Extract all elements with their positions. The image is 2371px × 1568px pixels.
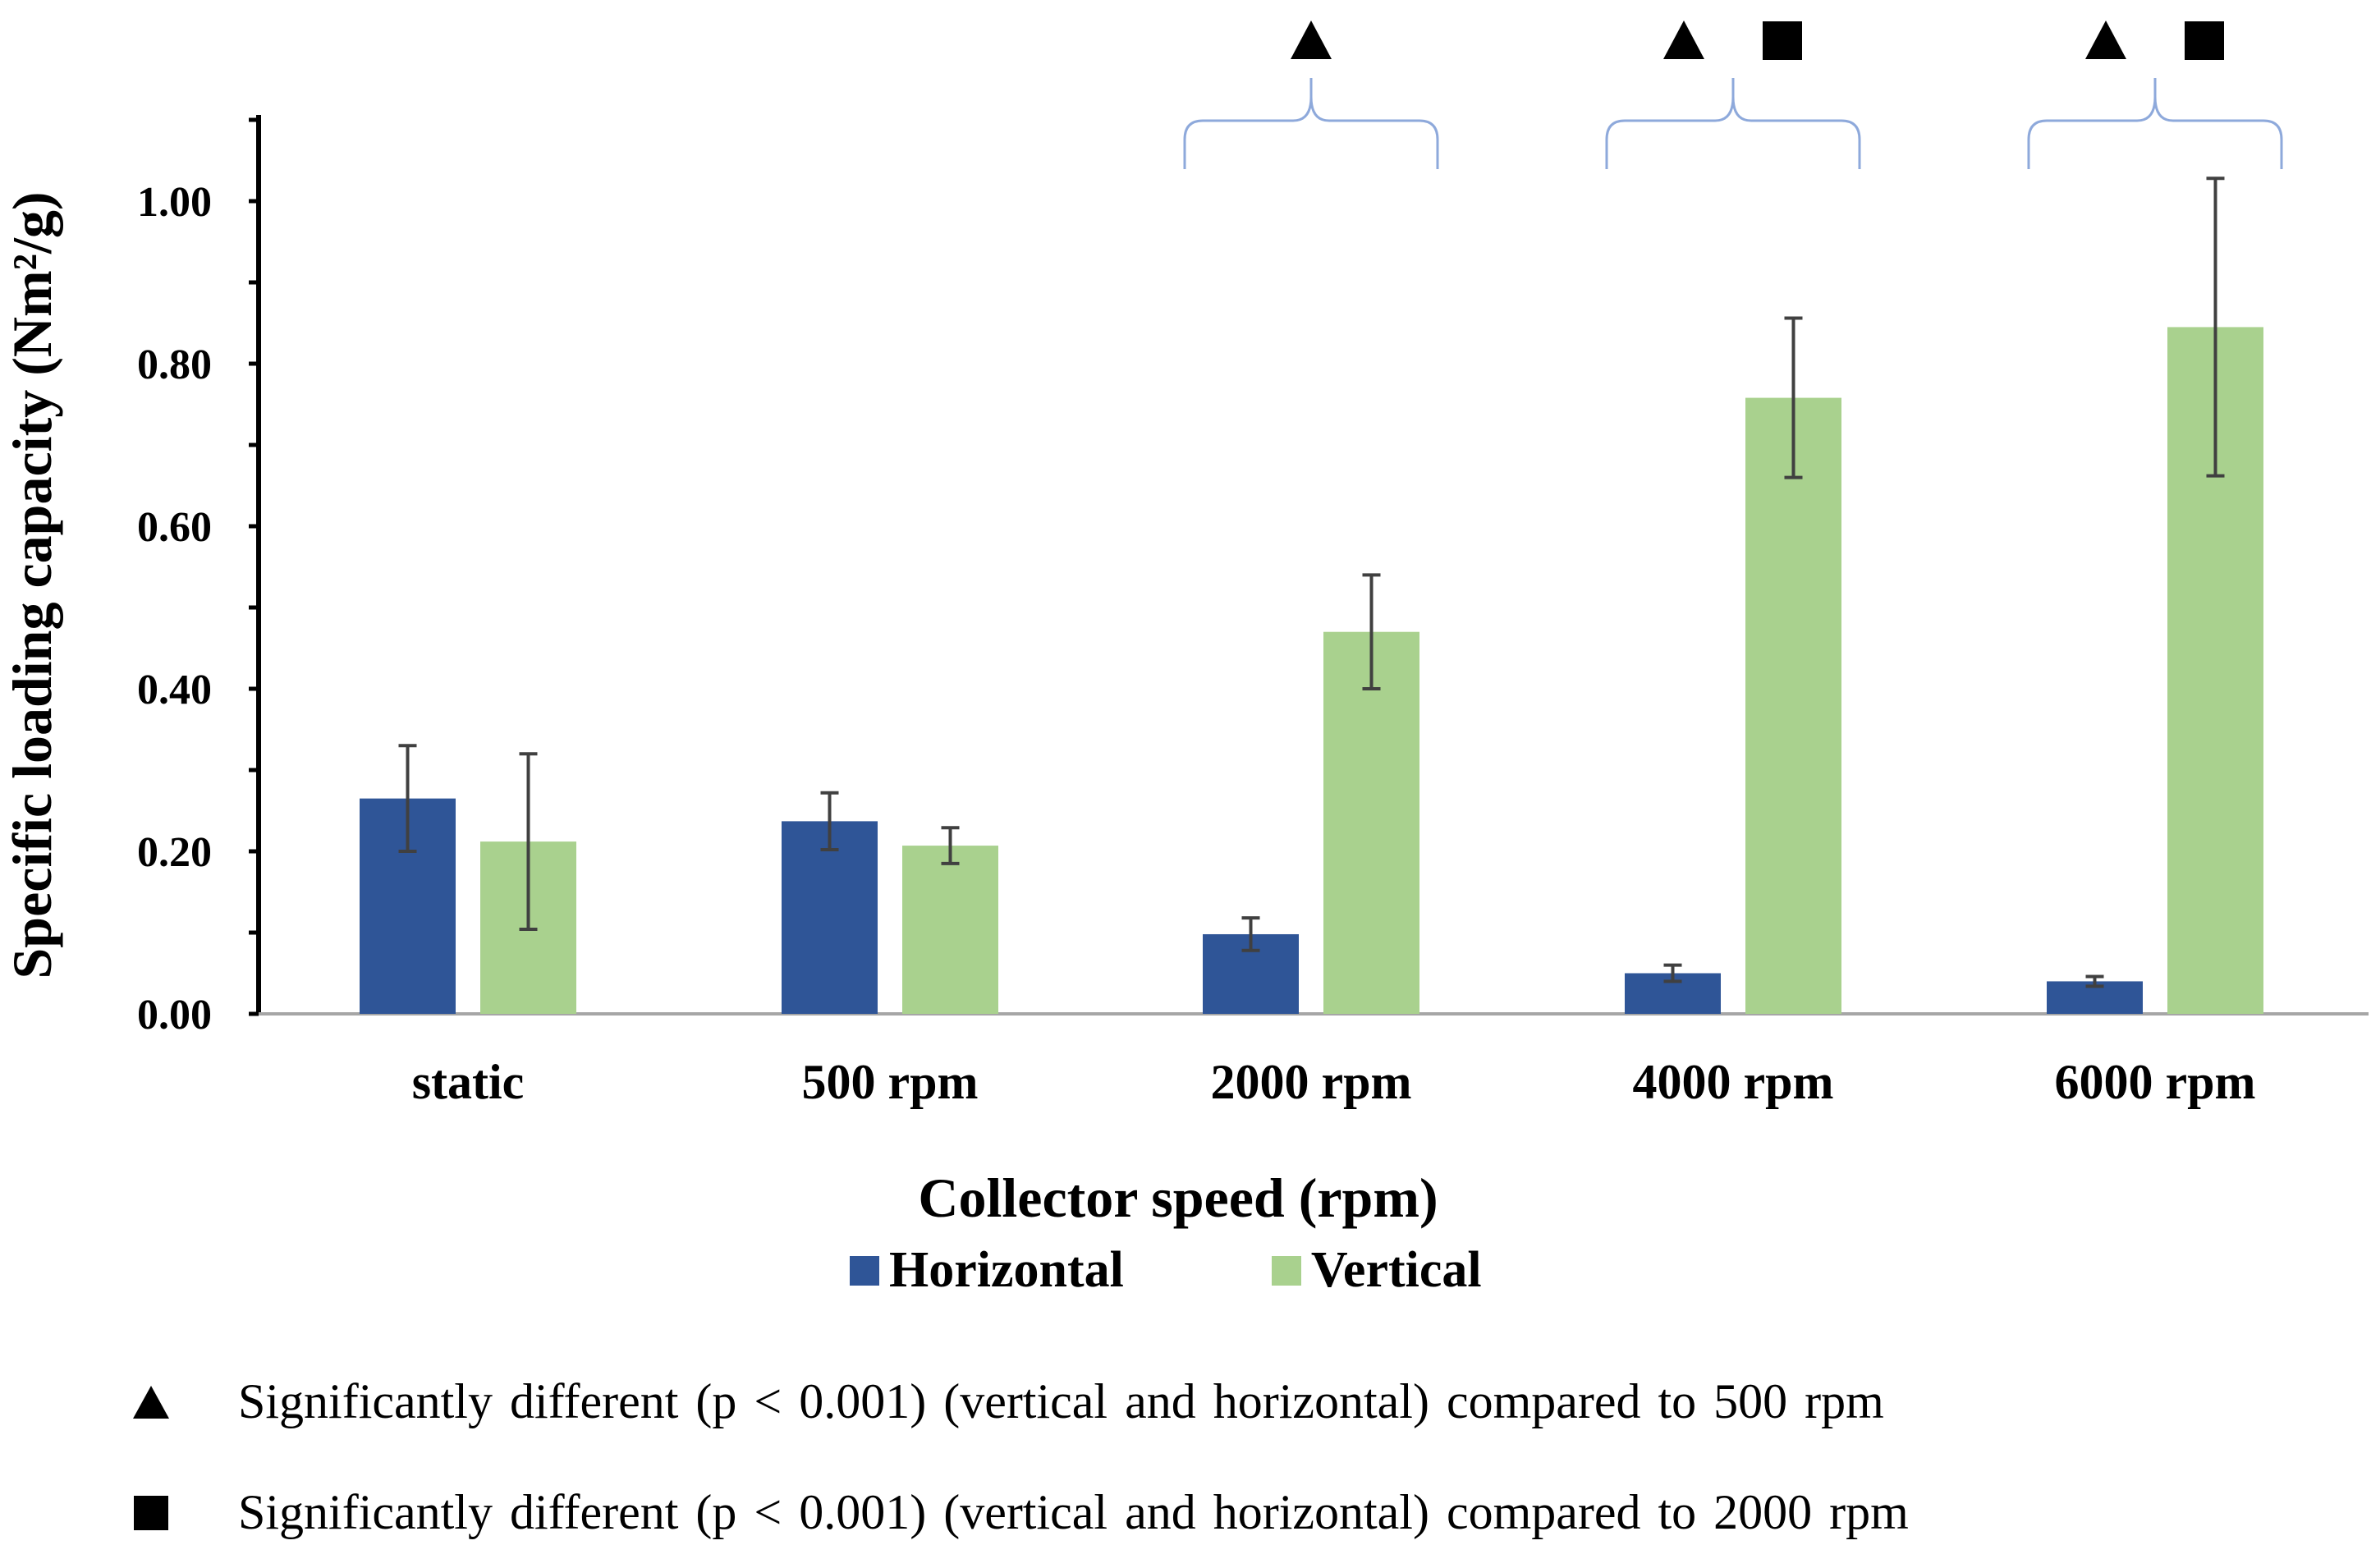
legend-swatch-horizontal — [850, 1255, 879, 1286]
y-tick-label: 0.40 — [137, 667, 212, 713]
significance-bracket — [1605, 78, 1861, 169]
y-tick-label: 0.00 — [137, 992, 212, 1038]
legend-item-vertical: Vertical — [1271, 1241, 1482, 1300]
significance-bracket — [2027, 78, 2283, 169]
x-tick-label: 4000 rpm — [1633, 1055, 1834, 1109]
footnote-triangle: Significantly different (p < 0.001) (ver… — [131, 1346, 1909, 1457]
y-tick-label: 0.80 — [137, 342, 212, 388]
legend-label-horizontal: Horizontal — [889, 1242, 1124, 1298]
footnote-square: Significantly different (p < 0.001) (ver… — [131, 1457, 1909, 1568]
legend: Horizontal Vertical — [850, 1241, 1482, 1300]
footnotes: Significantly different (p < 0.001) (ver… — [131, 1346, 1909, 1568]
legend-swatch-vertical — [1271, 1255, 1301, 1286]
square-icon — [1763, 21, 1802, 60]
bar-vertical — [1745, 397, 1841, 1015]
x-tick-label: static — [412, 1055, 525, 1109]
triangle-icon — [131, 1384, 238, 1420]
bar-vertical — [902, 846, 998, 1014]
x-tick-label: 500 rpm — [802, 1055, 979, 1109]
significance-bracket — [1183, 78, 1439, 169]
triangle-icon — [1291, 21, 1332, 59]
footnote-text: Significantly different (p < 0.001) (ver… — [238, 1485, 1909, 1539]
y-tick-label: 0.60 — [137, 504, 212, 551]
legend-label-vertical: Vertical — [1310, 1242, 1482, 1298]
square-icon — [2185, 21, 2224, 60]
x-axis-title: Collector speed (rpm) — [918, 1167, 1438, 1229]
footnote-text: Significantly different (p < 0.001) (ver… — [238, 1374, 1884, 1428]
legend-item-horizontal: Horizontal — [850, 1241, 1124, 1300]
bar-horizontal — [782, 821, 878, 1014]
y-tick-label: 1.00 — [137, 179, 212, 226]
axes — [249, 115, 2369, 1016]
y-axis-title: Specific loading capacity (Nm²/g) — [1, 191, 63, 979]
significance-markers — [1183, 21, 2283, 169]
bars — [360, 177, 2263, 1015]
bar-vertical — [1323, 631, 1419, 1014]
x-tick-label: 2000 rpm — [1211, 1055, 1412, 1109]
x-tick-label: 6000 rpm — [2055, 1055, 2256, 1109]
y-tick-label: 0.20 — [137, 829, 212, 876]
labels: 0.00 0.20 0.40 0.60 0.80 1.00 static 500 rpm 200… — [137, 179, 2255, 1109]
square-icon — [131, 1495, 238, 1531]
triangle-icon — [2085, 21, 2126, 59]
triangle-icon — [1663, 21, 1704, 59]
